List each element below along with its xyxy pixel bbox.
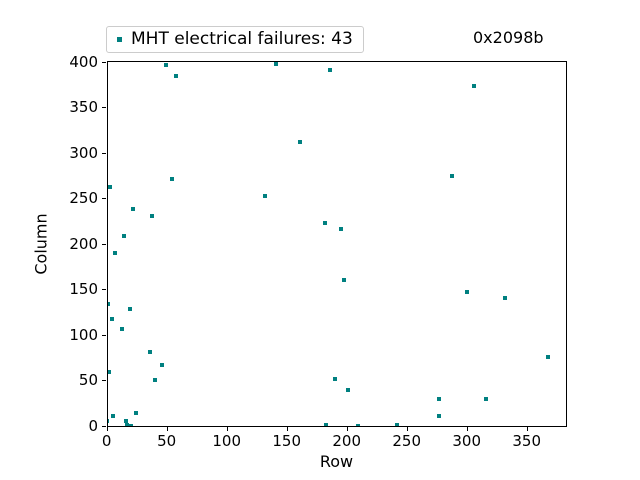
y-tick-label: 100 <box>69 325 98 344</box>
data-point <box>263 194 268 199</box>
data-point <box>471 84 476 89</box>
y-tick-label: 0 <box>88 417 98 435</box>
y-tick-label: 400 <box>69 52 98 71</box>
data-point <box>450 174 455 179</box>
data-point <box>150 213 155 218</box>
x-tick-label: 350 <box>512 432 542 450</box>
data-point <box>437 396 442 401</box>
x-axis-label: Row <box>319 452 354 471</box>
y-tick-label: 350 <box>69 98 98 117</box>
y-tick-mark <box>102 61 106 63</box>
y-tick-label: 50 <box>78 371 98 390</box>
data-point <box>395 423 400 426</box>
data-point <box>503 295 508 300</box>
data-point <box>323 220 328 225</box>
data-point <box>108 185 113 190</box>
data-point <box>355 424 360 426</box>
annotation-hex-id: 0x2098b <box>473 28 544 47</box>
data-point <box>120 326 125 331</box>
y-tick-label: 300 <box>69 143 98 162</box>
y-tick-mark <box>102 198 106 200</box>
x-tick-mark <box>466 426 468 431</box>
x-tick-label: 100 <box>212 432 242 450</box>
x-tick-mark <box>526 426 528 431</box>
y-tick-label: 150 <box>69 280 98 299</box>
y-tick-mark <box>102 152 106 154</box>
data-point <box>113 250 118 255</box>
y-tick-mark <box>102 334 106 336</box>
data-point <box>342 278 347 283</box>
data-point <box>483 396 488 401</box>
data-point <box>128 424 133 426</box>
y-tick-mark <box>102 380 106 382</box>
data-point <box>123 418 128 423</box>
data-point <box>163 63 168 68</box>
data-point <box>159 362 164 367</box>
x-tick-label: 250 <box>392 432 422 450</box>
data-point <box>133 411 138 416</box>
data-point <box>297 139 302 144</box>
data-point <box>127 306 132 311</box>
legend-scatter-marker-icon <box>117 37 122 42</box>
y-tick-label: 250 <box>69 189 98 208</box>
x-tick-mark <box>106 426 108 431</box>
y-axis-label: Column <box>31 213 51 275</box>
data-point <box>107 301 110 306</box>
data-point <box>109 317 114 322</box>
y-tick-mark <box>102 289 106 291</box>
y-tick-mark <box>102 426 106 427</box>
data-point <box>437 413 442 418</box>
data-point <box>464 290 469 295</box>
data-point <box>107 418 109 423</box>
x-tick-label: 150 <box>272 432 302 450</box>
x-tick-mark <box>406 426 408 431</box>
data-point <box>174 74 179 79</box>
data-point <box>125 423 130 426</box>
data-point <box>327 67 332 72</box>
data-point <box>332 376 337 381</box>
x-tick-label: 200 <box>332 432 362 450</box>
data-point <box>546 354 551 359</box>
data-point <box>324 423 329 426</box>
data-point <box>147 350 152 355</box>
data-point <box>169 177 174 182</box>
data-point <box>121 233 126 238</box>
data-point <box>110 413 115 418</box>
x-tick-mark <box>346 426 348 431</box>
x-tick-mark <box>226 426 228 431</box>
data-point <box>152 377 157 382</box>
y-tick-label: 200 <box>69 234 98 253</box>
x-tick-label: 300 <box>452 432 482 450</box>
legend: MHT electrical failures: 43 <box>106 26 364 53</box>
data-point <box>107 370 112 375</box>
x-tick-label: 50 <box>157 432 177 450</box>
data-point <box>273 61 278 66</box>
legend-label: MHT electrical failures: 43 <box>131 29 353 49</box>
data-point <box>338 227 343 232</box>
y-tick-mark <box>102 107 106 109</box>
data-point <box>345 387 350 392</box>
x-tick-label: 0 <box>101 432 112 450</box>
y-tick-mark <box>102 243 106 245</box>
plot-area <box>106 60 567 427</box>
x-tick-mark <box>286 426 288 431</box>
x-tick-mark <box>166 426 168 431</box>
data-point <box>131 207 136 212</box>
